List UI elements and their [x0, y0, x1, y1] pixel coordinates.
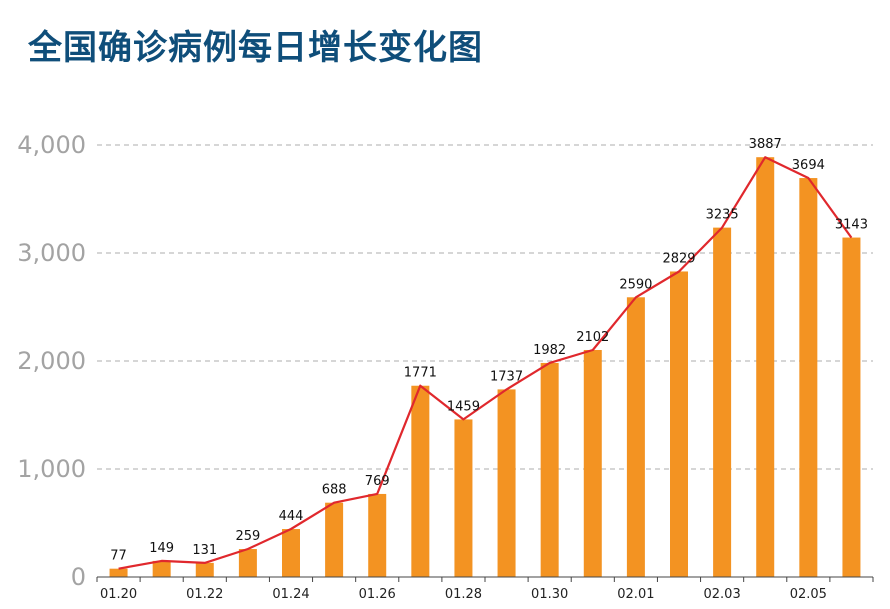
y-tick-label: 0 — [71, 563, 86, 591]
x-tick-label: 02.01 — [617, 587, 654, 602]
bar — [799, 178, 818, 577]
bar — [626, 297, 645, 577]
data-label: 3143 — [835, 218, 868, 233]
bar — [325, 502, 344, 577]
bar — [109, 568, 128, 577]
data-label: 2829 — [662, 251, 695, 266]
y-tick-label: 2,000 — [17, 347, 86, 375]
x-tick-label: 01.20 — [100, 587, 137, 602]
data-label: 149 — [149, 541, 174, 556]
bar — [368, 493, 387, 577]
data-label: 77 — [110, 549, 127, 564]
data-label: 1459 — [447, 399, 480, 414]
data-label: 1737 — [490, 369, 523, 384]
data-label: 688 — [322, 483, 347, 498]
bar — [282, 529, 300, 577]
bar — [756, 157, 775, 578]
x-tick-label: 02.05 — [790, 587, 827, 602]
data-label: 3887 — [749, 137, 782, 152]
x-tick-label: 01.24 — [272, 587, 309, 602]
bar — [670, 271, 688, 577]
bars — [109, 157, 861, 578]
x-tick-label: 01.26 — [359, 587, 396, 602]
data-label: 259 — [235, 529, 260, 544]
y-tick-label: 1,000 — [17, 455, 86, 483]
data-label: 1771 — [404, 366, 437, 381]
gridlines — [97, 144, 873, 470]
bar — [238, 549, 257, 577]
x-tick-label: 02.03 — [704, 587, 741, 602]
data-label: 1982 — [533, 343, 566, 358]
bar — [540, 362, 559, 577]
y-tick-label: 3,000 — [17, 239, 86, 267]
data-label: 444 — [279, 509, 304, 524]
trend-line-layer — [118, 156, 853, 570]
bar — [195, 562, 214, 577]
data-label: 2590 — [619, 277, 652, 292]
data-label: 131 — [192, 543, 217, 558]
bar — [842, 237, 861, 577]
x-tick-label: 01.28 — [445, 587, 482, 602]
trend-line — [118, 156, 853, 570]
data-label: 3235 — [706, 208, 739, 223]
bar — [583, 349, 602, 577]
bar — [411, 385, 430, 577]
y-tick-label: 4,000 — [17, 131, 86, 159]
bar — [152, 560, 171, 577]
bar — [454, 419, 473, 577]
data-label: 769 — [365, 474, 390, 489]
axes — [96, 576, 874, 582]
data-label: 3694 — [792, 158, 825, 173]
data-labels: 0 1,000 2,000 3,000 4,000 01.20 01.22 01.24 01.2… — [17, 131, 868, 602]
bar — [713, 227, 732, 577]
chart-title: 全国确诊病例每日增长变化图 — [28, 28, 483, 68]
x-tick-label: 01.22 — [186, 587, 223, 602]
x-tick-label: 01.30 — [531, 587, 568, 602]
data-label: 2102 — [576, 330, 609, 345]
bar — [497, 389, 516, 577]
